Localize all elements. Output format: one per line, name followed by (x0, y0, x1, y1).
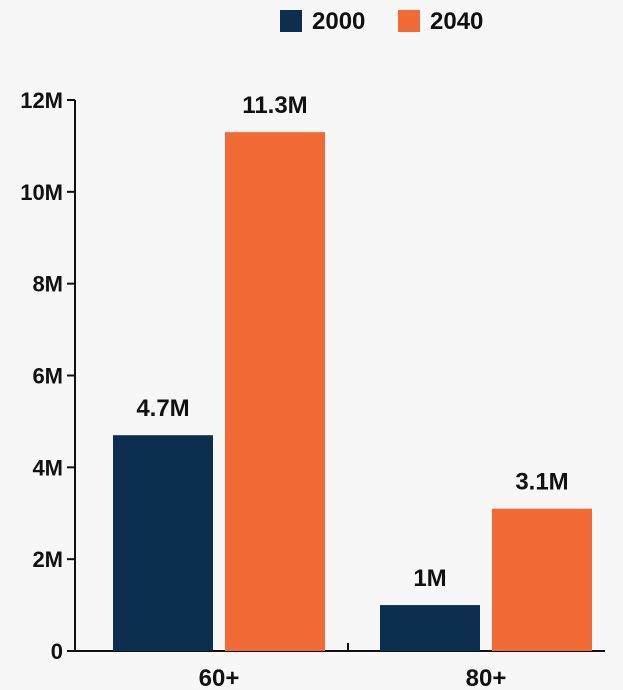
legend-item-2040: 2040 (398, 8, 483, 35)
chart-axes: 0 2M 4M 6M 8M 10M 12M 60+ 80+ (20, 88, 605, 690)
y-tick-label: 4M (32, 455, 63, 480)
y-tick-label: 8M (32, 272, 63, 297)
bar-2040-80+ (492, 508, 592, 651)
data-label-2000-60+: 4.7M (136, 395, 189, 422)
y-tick-label: 10M (20, 180, 63, 205)
y-tick-label: 0 (51, 639, 63, 664)
y-tick-label: 6M (32, 364, 63, 389)
data-label-2040-60+: 11.3M (242, 92, 307, 119)
x-tick-label: 60+ (199, 665, 240, 690)
data-label-2040-80+: 3.1M (515, 469, 568, 496)
legend-swatch (398, 10, 420, 32)
bar-2000-80+ (380, 605, 480, 651)
y-tick-label: 12M (20, 88, 63, 113)
bar-series (113, 132, 592, 651)
x-tick-label: 80+ (466, 665, 507, 690)
legend-item-2000: 2000 (280, 8, 365, 35)
legend-swatch (280, 10, 302, 32)
legend-label: 2040 (430, 8, 483, 35)
legend-label: 2000 (312, 8, 365, 35)
bar-2000-60+ (113, 435, 213, 651)
legend: 2000 2040 (280, 8, 483, 35)
y-tick-label: 2M (32, 547, 63, 572)
bar-2040-60+ (225, 132, 325, 651)
value-labels: 4.7M 11.3M 1M 3.1M (136, 92, 568, 592)
data-label-2000-80+: 1M (413, 565, 446, 592)
